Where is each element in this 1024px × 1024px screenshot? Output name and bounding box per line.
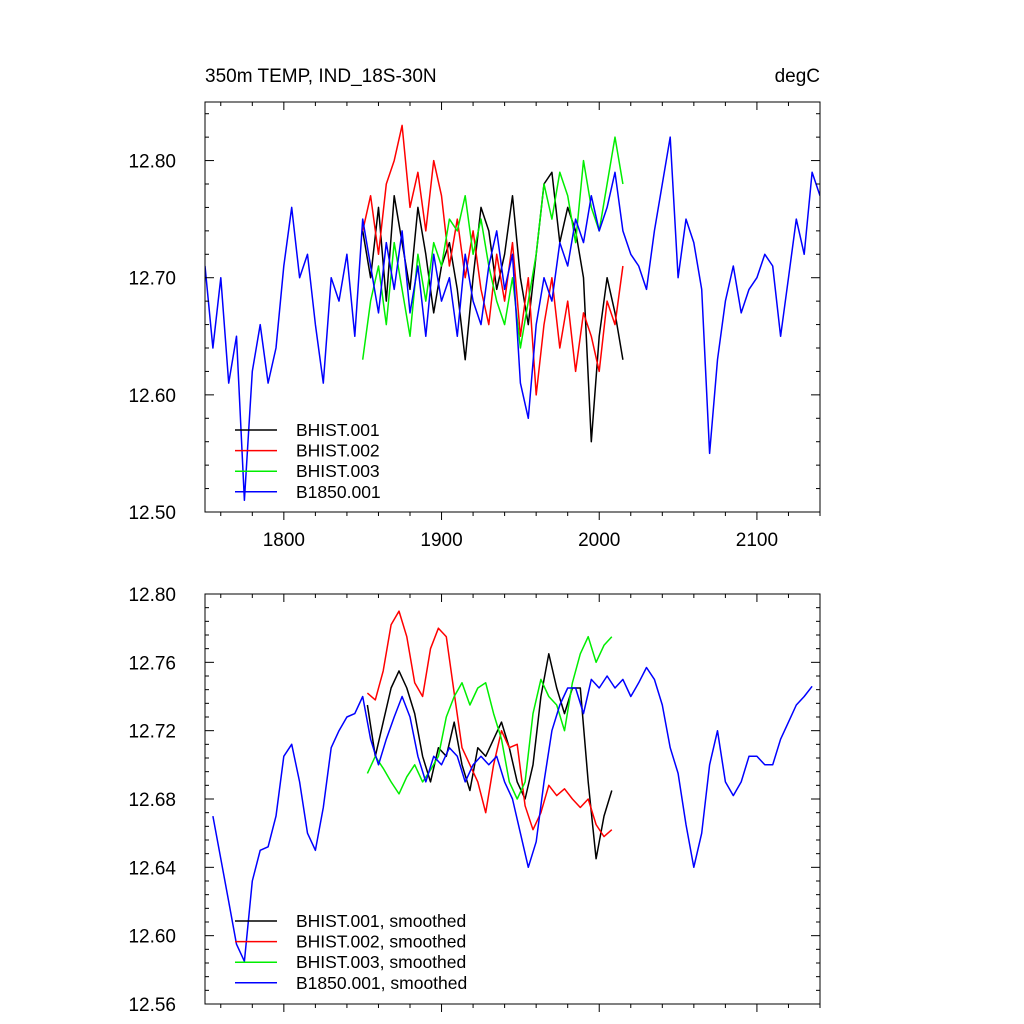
bottom-plot-frame [204, 593, 821, 1005]
y-tick-label: 12.56 [128, 995, 176, 1016]
x-tick-label: 1900 [420, 530, 462, 551]
x-tick-label: 2000 [578, 530, 620, 551]
bottom-panel: 12.56 12.60 12.64 12.68 12.72 12.76 12.80 BHIS… [128, 585, 821, 1016]
y-tick-label: 12.76 [128, 653, 176, 674]
top-panel: 350m TEMP, IND_18S-30N degC 1800 1900 2000… [128, 66, 821, 551]
series-line-bhist-002-smoothed [366, 610, 613, 838]
legend-label: BHIST.002 [296, 441, 380, 461]
top-ticks-layer: 1800 1900 2000 2100 12.50 12.60 12.70 12.80 [128, 102, 821, 551]
legend-label: BHIST.002, smoothed [296, 932, 466, 952]
y-tick-label: 12.50 [128, 503, 176, 524]
top-series-layer [205, 124, 820, 502]
series-line-bhist-002 [361, 124, 624, 396]
legend-label: BHIST.003 [296, 461, 380, 481]
top-chart-units: degC [775, 66, 820, 87]
top-chart-title: 350m TEMP, IND_18S-30N [205, 66, 437, 87]
legend-label: BHIST.001 [296, 420, 380, 440]
legend-label: B1850.001 [296, 482, 381, 502]
legend-label: B1850.001, smoothed [296, 973, 467, 993]
series-line-b1850-001-smoothed [212, 666, 813, 963]
y-tick-label: 12.80 [128, 585, 176, 606]
y-tick-label: 12.72 [128, 722, 176, 743]
series-line-bhist-001 [361, 171, 624, 443]
series-line-bhist-003 [361, 136, 624, 360]
y-tick-label: 12.68 [128, 790, 176, 811]
series-line-bhist-003-smoothed [366, 635, 613, 800]
x-tick-label: 2100 [736, 530, 778, 551]
series-line-bhist-001-smoothed [366, 653, 613, 860]
series-line-b1850-001 [205, 136, 820, 502]
y-tick-label: 12.60 [128, 386, 176, 407]
x-tick-label: 1800 [263, 530, 305, 551]
legend-label: BHIST.001, smoothed [296, 911, 466, 931]
y-tick-label: 12.80 [128, 152, 176, 173]
top-plot-frame [204, 101, 821, 513]
bottom-ticks-layer: 12.56 12.60 12.64 12.68 12.72 12.76 12.80 [128, 585, 821, 1016]
y-tick-label: 12.60 [128, 927, 176, 948]
legend-label: BHIST.003, smoothed [296, 952, 466, 972]
y-tick-label: 12.64 [128, 858, 176, 879]
bottom-series-layer [212, 610, 813, 963]
y-tick-label: 12.70 [128, 269, 176, 290]
